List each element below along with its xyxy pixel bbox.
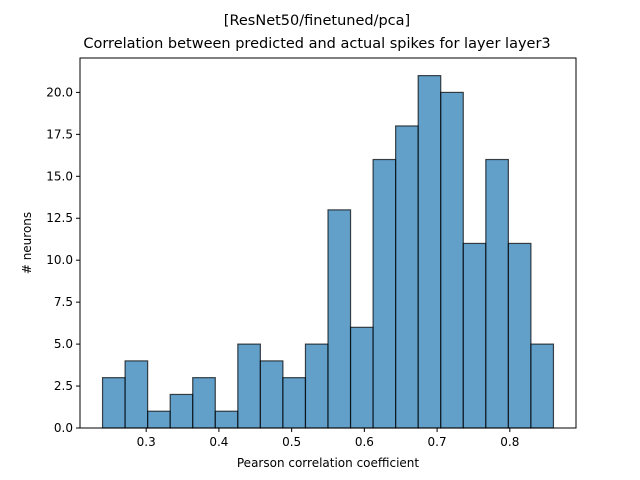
histogram-bar xyxy=(485,158,509,429)
histogram-bar xyxy=(214,410,239,429)
histogram-bar xyxy=(192,377,216,429)
histogram-bar xyxy=(440,91,464,429)
y-tick-label: 20.0 xyxy=(46,85,73,99)
x-axis-label: Pearson correlation coefficient xyxy=(237,456,420,470)
plot-frame xyxy=(79,57,577,429)
histogram-bar xyxy=(304,343,329,429)
y-tick-label: 15.0 xyxy=(46,169,73,183)
y-tick-label: 12.5 xyxy=(46,211,73,225)
histogram-bar xyxy=(237,343,261,429)
x-tick-label: 0.4 xyxy=(209,435,228,449)
histogram-bar xyxy=(417,75,442,429)
x-tick-label: 0.8 xyxy=(500,435,519,449)
histogram-bar xyxy=(349,326,374,429)
y-tick-label: 7.5 xyxy=(54,295,73,309)
y-tick-label: 5.0 xyxy=(54,337,73,351)
chart-title-line-1: [ResNet50/finetuned/pca] xyxy=(224,13,410,29)
histogram-bar xyxy=(282,377,307,429)
histogram-bar xyxy=(507,242,532,429)
y-tick-label: 0.0 xyxy=(54,421,73,435)
histogram-bar xyxy=(395,125,419,429)
x-axis-ticks: 0.3 0.4 0.5 0.6 0.7 0.8 xyxy=(137,428,519,449)
y-tick-label: 17.5 xyxy=(46,127,73,141)
y-axis-ticks: 0.0 2.5 5.0 7.5 10.0 12.5 15.0 17.5 20.0 xyxy=(46,85,80,435)
histogram-bar xyxy=(462,242,487,429)
bars-group xyxy=(101,75,555,429)
y-axis-label: # neurons xyxy=(20,212,34,274)
x-tick-label: 0.3 xyxy=(137,435,156,449)
histogram-bar xyxy=(101,377,126,429)
histogram-bar xyxy=(530,343,555,429)
histogram-bar xyxy=(147,410,171,429)
histogram-bar xyxy=(372,158,397,429)
chart-title-line-2: Correlation between predicted and actual… xyxy=(83,36,550,52)
x-tick-label: 0.6 xyxy=(355,435,374,449)
x-tick-label: 0.5 xyxy=(282,435,301,449)
y-tick-label: 10.0 xyxy=(46,253,73,267)
histogram-bar xyxy=(169,393,194,429)
y-tick-label: 2.5 xyxy=(54,379,73,393)
histogram-bar xyxy=(327,209,352,429)
x-tick-label: 0.7 xyxy=(428,435,447,449)
histogram-bar xyxy=(124,360,149,429)
histogram-bar xyxy=(259,360,284,429)
